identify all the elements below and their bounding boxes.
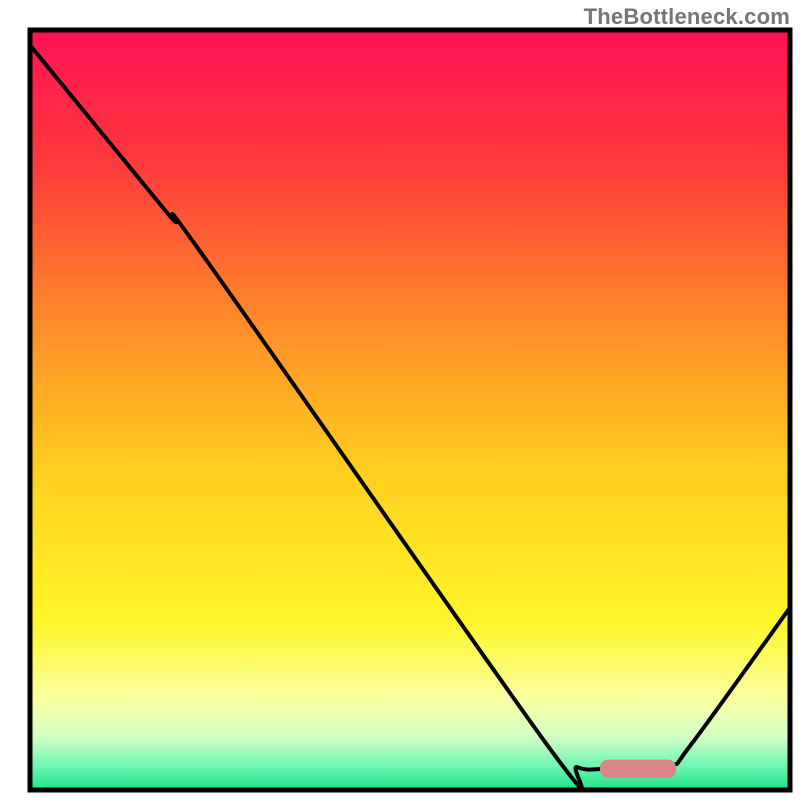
bottleneck-chart — [0, 0, 800, 800]
attribution-label: TheBottleneck.com — [584, 4, 790, 30]
optimal-range-marker — [600, 760, 676, 778]
chart-background-gradient — [30, 30, 790, 790]
